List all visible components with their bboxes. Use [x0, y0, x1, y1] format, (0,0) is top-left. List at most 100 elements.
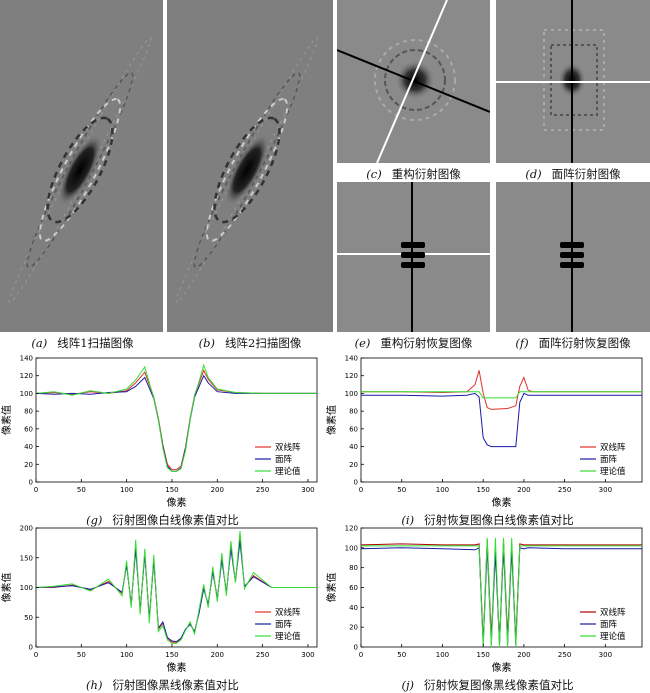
image-panel-d	[496, 0, 650, 163]
x-tick-label: 150	[165, 651, 178, 659]
caption-h: (h) 衍射图像黑线像素值对比	[86, 678, 239, 692]
y-tick-label: 140	[345, 355, 358, 363]
caption-e: (e) 重构衍射恢复图像	[354, 336, 473, 350]
legend-label: 面阵	[275, 454, 293, 465]
x-tick-label: 150	[476, 486, 489, 494]
x-axis-label: 像素	[167, 661, 187, 674]
y-tick-label: 200	[20, 525, 33, 533]
x-tick-label: 0	[359, 651, 363, 659]
image-panel-b	[167, 0, 333, 332]
x-tick-label: 300	[301, 651, 314, 659]
series-line-3	[361, 391, 642, 399]
x-tick-label: 300	[599, 651, 612, 659]
x-axis-label: 像素	[492, 661, 512, 674]
x-tick-label: 0	[359, 486, 363, 494]
caption-d: (d) 面阵衍射图像	[525, 167, 621, 181]
line-scan-1-image	[0, 0, 163, 332]
legend-label: 理论值	[275, 631, 301, 642]
x-tick-label: 150	[165, 486, 178, 494]
x-tick-label: 200	[211, 651, 224, 659]
legend-label: 面阵	[275, 619, 293, 630]
y-tick-label: 100	[345, 544, 358, 552]
y-tick-label: 20	[24, 461, 33, 469]
series-line-3	[35, 363, 317, 472]
y-tick-label: 150	[20, 554, 33, 562]
x-tick-label: 250	[558, 651, 571, 659]
y-tick-label: 80	[24, 408, 33, 416]
chart-h: 0 50 100 150 200 250 300 0 50 100 150 200 像素 像素值双线阵面阵…	[0, 525, 318, 674]
x-tick-label: 100	[436, 651, 449, 659]
y-tick-label: 80	[349, 408, 358, 416]
x-tick-label: 100	[436, 486, 449, 494]
caption-i: (i) 衍射恢复图像白线像素值对比	[401, 513, 574, 527]
y-tick-label: 20	[349, 461, 358, 469]
caption-a: (a) 线阵1扫描图像	[31, 336, 134, 350]
y-tick-label: 100	[20, 390, 33, 398]
legend-label: 双线阵	[600, 607, 626, 618]
x-tick-label: 150	[476, 651, 489, 659]
x-tick-label: 300	[301, 486, 314, 494]
chart-j: 0 50 100 150 200 250 300 0 20 40 60 80 100 120 像素 像素值双线…	[325, 525, 643, 674]
legend-label: 双线阵	[275, 442, 301, 453]
series-line-2	[361, 392, 642, 448]
y-tick-label: 40	[349, 604, 358, 612]
legend-label: 面阵	[600, 619, 618, 630]
reconstructed-recovered-image	[337, 182, 490, 332]
y-tick-label: 20	[349, 624, 358, 632]
legend-label: 理论值	[600, 466, 626, 477]
y-tick-label: 40	[349, 443, 358, 451]
legend-label: 面阵	[600, 454, 618, 465]
image-panel-a	[0, 0, 163, 332]
y-tick-label: 80	[349, 564, 358, 572]
y-axis-label: 像素值	[325, 573, 338, 603]
y-tick-label: 100	[20, 584, 33, 592]
image-panel-e	[337, 182, 490, 332]
y-tick-label: 140	[20, 355, 33, 363]
y-tick-label: 60	[349, 425, 358, 433]
chart-g: 0 50 100 150 200 250 300 0 20 40 60 80 100 120 140 像素 像素…	[0, 355, 318, 509]
y-tick-label: 0	[354, 479, 358, 487]
y-tick-label: 120	[20, 372, 33, 380]
y-tick-label: 100	[345, 390, 358, 398]
y-axis-label: 像素值	[0, 405, 13, 435]
x-tick-label: 300	[599, 486, 612, 494]
legend-label: 双线阵	[275, 607, 301, 618]
legend-box	[575, 437, 639, 479]
y-tick-label: 60	[349, 584, 358, 592]
line-scan-2-image	[167, 0, 333, 332]
x-tick-label: 100	[120, 651, 133, 659]
x-tick-label: 50	[397, 651, 406, 659]
x-axis-label: 像素	[167, 496, 187, 509]
legend-label: 理论值	[275, 466, 301, 477]
x-tick-label: 200	[517, 486, 530, 494]
y-tick-label: 0	[354, 644, 358, 652]
y-axis-label: 像素值	[0, 573, 13, 603]
y-tick-label: 120	[345, 525, 358, 533]
x-tick-label: 250	[256, 651, 269, 659]
x-tick-label: 0	[34, 486, 38, 494]
caption-j: (j) 衍射恢复图像黑线像素值对比	[401, 678, 574, 692]
area-array-recovered-image	[496, 182, 650, 332]
image-panel-c	[337, 0, 490, 163]
y-tick-label: 0	[29, 479, 33, 487]
divider	[165, 0, 167, 332]
x-axis-label: 像素	[492, 496, 512, 509]
caption-g: (g) 衍射图像白线像素值对比	[86, 513, 239, 527]
x-tick-label: 100	[120, 486, 133, 494]
caption-c: (c) 重构衍射图像	[366, 167, 461, 181]
x-tick-label: 50	[397, 486, 406, 494]
y-axis-label: 像素值	[325, 405, 338, 435]
series-line-3	[35, 530, 317, 644]
y-tick-label: 60	[24, 425, 33, 433]
x-tick-label: 0	[34, 651, 38, 659]
x-tick-label: 200	[211, 486, 224, 494]
y-tick-label: 0	[29, 644, 33, 652]
caption-f: (f) 面阵衍射恢复图像	[515, 336, 631, 350]
y-tick-label: 40	[24, 443, 33, 451]
area-array-diffraction-image	[496, 0, 650, 163]
y-tick-label: 50	[24, 614, 33, 622]
x-tick-label: 50	[77, 651, 86, 659]
legend-label: 理论值	[600, 631, 626, 642]
x-tick-label: 200	[517, 651, 530, 659]
legend-label: 双线阵	[600, 442, 626, 453]
